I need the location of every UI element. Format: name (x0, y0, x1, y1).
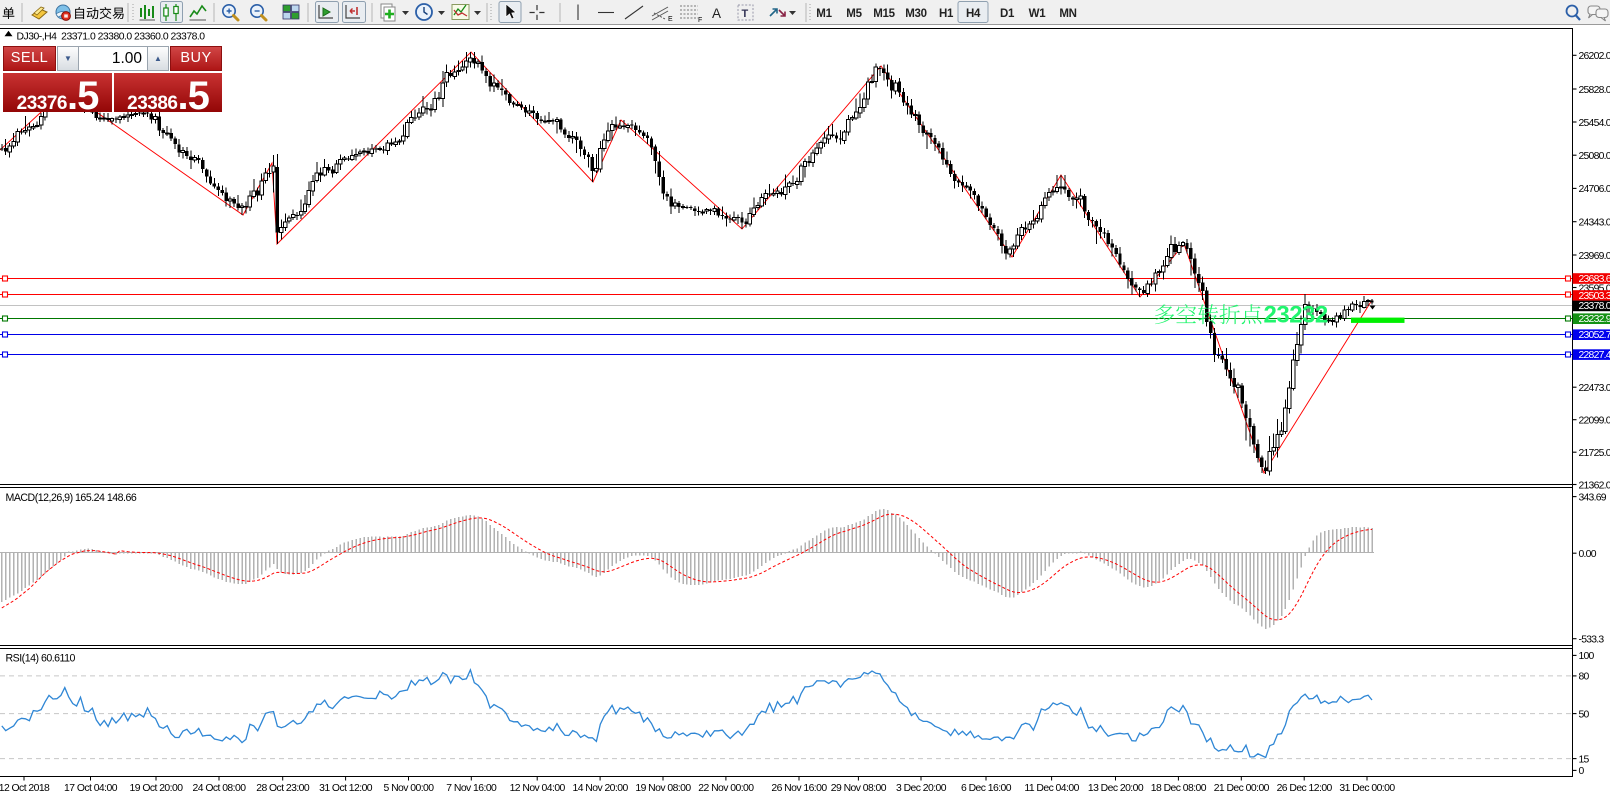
svg-text:25080.0: 25080.0 (1579, 151, 1610, 162)
svg-text:26 Nov 16:00: 26 Nov 16:00 (771, 783, 827, 794)
svg-text:21725.0: 21725.0 (1579, 448, 1610, 459)
svg-text:23595.0: 23595.0 (1579, 283, 1610, 294)
svg-text:22099.0: 22099.0 (1579, 416, 1610, 427)
svg-text:24343.0: 24343.0 (1579, 218, 1610, 229)
svg-text:A: A (712, 6, 721, 21)
svg-text:21 Dec 00:00: 21 Dec 00:00 (1214, 783, 1270, 794)
svg-text:18 Dec 08:00: 18 Dec 08:00 (1151, 783, 1207, 794)
svg-text:0: 0 (1579, 766, 1585, 777)
svg-text:21362.0: 21362.0 (1579, 480, 1610, 491)
svg-text:0.00: 0.00 (1579, 549, 1597, 560)
svg-text:50: 50 (1579, 709, 1590, 720)
svg-text:19 Nov 08:00: 19 Nov 08:00 (635, 783, 691, 794)
svg-text:23052.7: 23052.7 (1579, 330, 1610, 341)
svg-text:MACD(12,26,9) 165.24 148.66: MACD(12,26,9) 165.24 148.66 (6, 492, 137, 504)
svg-text:12 Nov 04:00: 12 Nov 04:00 (510, 783, 566, 794)
svg-text:MN: MN (1059, 8, 1076, 20)
svg-text:23969.0: 23969.0 (1579, 251, 1610, 262)
svg-text:22 Nov 00:00: 22 Nov 00:00 (698, 783, 754, 794)
svg-text:F: F (698, 17, 702, 24)
svg-text:17 Oct 04:00: 17 Oct 04:00 (64, 783, 118, 794)
svg-text:M1: M1 (816, 8, 832, 20)
svg-text:M30: M30 (905, 8, 926, 20)
svg-text:23683.6: 23683.6 (1579, 274, 1610, 285)
svg-text:24706.0: 24706.0 (1579, 184, 1610, 195)
svg-text:22473.0: 22473.0 (1579, 383, 1610, 394)
svg-text:D1: D1 (1000, 8, 1015, 20)
svg-text:26 Dec 12:00: 26 Dec 12:00 (1277, 783, 1333, 794)
svg-text:26202.0: 26202.0 (1579, 51, 1610, 62)
svg-text:H1: H1 (939, 8, 954, 20)
svg-text:5 Nov 00:00: 5 Nov 00:00 (384, 783, 435, 794)
svg-text:E: E (668, 16, 673, 23)
svg-text:24 Oct 08:00: 24 Oct 08:00 (193, 783, 247, 794)
svg-text:23378.0: 23378.0 (1579, 301, 1610, 312)
svg-text:28 Oct 23:00: 28 Oct 23:00 (256, 783, 310, 794)
svg-text:11 Dec 04:00: 11 Dec 04:00 (1024, 783, 1079, 794)
svg-text:19 Oct 20:00: 19 Oct 20:00 (130, 783, 184, 794)
svg-text:25828.0: 25828.0 (1579, 85, 1610, 96)
svg-text:31 Oct 12:00: 31 Oct 12:00 (319, 783, 373, 794)
svg-text:13 Dec 20:00: 13 Dec 20:00 (1088, 783, 1144, 794)
svg-text:T: T (742, 8, 749, 20)
svg-text:23232.9: 23232.9 (1579, 314, 1610, 325)
svg-text:RSI(14) 60.6110: RSI(14) 60.6110 (6, 653, 76, 665)
svg-text:25454.0: 25454.0 (1579, 118, 1610, 129)
svg-text:100: 100 (1579, 651, 1595, 662)
svg-text:H4: H4 (966, 8, 981, 20)
svg-text:DJ30-,H4 23371.0 23380.0 2336: DJ30-,H4 23371.0 23380.0 23360.0 23378.0 (17, 32, 206, 43)
svg-text:3 Dec 20:00: 3 Dec 20:00 (896, 783, 947, 794)
svg-text:23503.3: 23503.3 (1579, 291, 1610, 302)
svg-text:14 Nov 20:00: 14 Nov 20:00 (572, 783, 628, 794)
svg-text:31 Dec 00:00: 31 Dec 00:00 (1339, 783, 1395, 794)
svg-text:23232: 23232 (1264, 302, 1328, 329)
svg-text:80: 80 (1579, 672, 1590, 683)
svg-text:7 Nov 16:00: 7 Nov 16:00 (446, 783, 497, 794)
svg-text:343.69: 343.69 (1579, 492, 1607, 503)
svg-text:6 Dec 16:00: 6 Dec 16:00 (961, 783, 1012, 794)
svg-text:-533.3: -533.3 (1579, 635, 1605, 646)
svg-text:15: 15 (1579, 754, 1590, 765)
svg-text:12 Oct 2018: 12 Oct 2018 (0, 783, 50, 794)
svg-text:29 Nov 08:00: 29 Nov 08:00 (831, 783, 887, 794)
svg-text:22827.4: 22827.4 (1579, 350, 1610, 361)
svg-text:W1: W1 (1029, 8, 1047, 20)
svg-text:M15: M15 (873, 8, 895, 20)
svg-text:M5: M5 (846, 8, 862, 20)
